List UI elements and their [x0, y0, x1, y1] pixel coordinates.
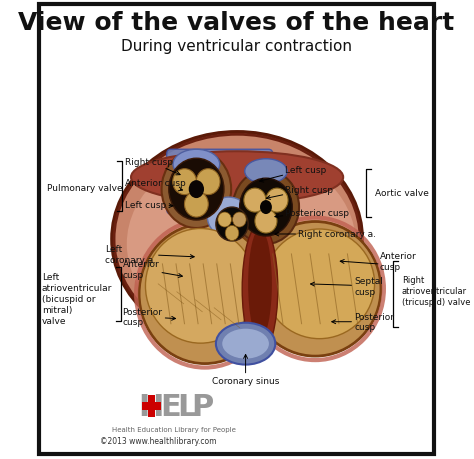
Ellipse shape: [266, 189, 288, 213]
Ellipse shape: [189, 181, 204, 199]
Ellipse shape: [245, 159, 287, 184]
Ellipse shape: [248, 230, 272, 339]
Text: Left
coronary a.: Left coronary a.: [105, 245, 194, 264]
Ellipse shape: [127, 150, 356, 339]
Ellipse shape: [240, 179, 292, 236]
Text: Right cusp: Right cusp: [266, 185, 334, 200]
Ellipse shape: [204, 194, 260, 246]
Text: Left
atrioventricular
(bicuspid or
mitral)
valve: Left atrioventricular (bicuspid or mitra…: [42, 273, 112, 326]
Text: Posterior
cusp: Posterior cusp: [123, 308, 175, 327]
Ellipse shape: [146, 229, 256, 343]
Ellipse shape: [216, 207, 248, 241]
Text: Anterior
cusp: Anterior cusp: [123, 260, 182, 279]
Bar: [142, 403, 161, 410]
Text: Aortic valve: Aortic valve: [374, 188, 428, 197]
Text: Anterior cusp: Anterior cusp: [125, 178, 186, 191]
Text: L: L: [177, 392, 197, 421]
Text: Right
atrioventricular
(tricuspid) valve: Right atrioventricular (tricuspid) valve: [402, 275, 470, 307]
Ellipse shape: [196, 169, 220, 195]
FancyBboxPatch shape: [167, 150, 273, 214]
Ellipse shape: [255, 210, 277, 234]
Text: Posterior
cusp: Posterior cusp: [332, 312, 394, 332]
Text: Right coronary a.: Right coronary a.: [275, 230, 376, 239]
Text: Left cusp: Left cusp: [259, 165, 327, 183]
Ellipse shape: [260, 201, 272, 214]
Text: Pulmonary valve: Pulmonary valve: [47, 183, 123, 192]
Ellipse shape: [216, 323, 275, 365]
Ellipse shape: [233, 213, 246, 228]
Ellipse shape: [173, 150, 220, 180]
Text: P: P: [191, 392, 213, 421]
Text: Left cusp: Left cusp: [125, 200, 173, 209]
Ellipse shape: [264, 230, 374, 339]
Ellipse shape: [169, 159, 224, 220]
Ellipse shape: [184, 192, 208, 218]
Text: View of the valves of the heart: View of the valves of the heart: [18, 11, 455, 34]
Text: Posterior cusp: Posterior cusp: [275, 208, 349, 218]
Text: E: E: [161, 392, 181, 421]
Text: ©2013 www.healthlibrary.com: ©2013 www.healthlibrary.com: [100, 437, 217, 445]
Text: Anterior
cusp: Anterior cusp: [380, 252, 416, 271]
Ellipse shape: [139, 224, 271, 364]
Ellipse shape: [208, 198, 250, 237]
Text: Septal
cusp: Septal cusp: [310, 276, 383, 296]
Ellipse shape: [233, 171, 299, 245]
Text: During ventricular contraction: During ventricular contraction: [121, 39, 352, 53]
Ellipse shape: [114, 135, 360, 344]
Text: Health Education Library for People: Health Education Library for People: [111, 426, 236, 432]
Text: H: H: [139, 392, 164, 421]
Ellipse shape: [218, 213, 231, 228]
Ellipse shape: [242, 224, 278, 354]
Ellipse shape: [173, 169, 197, 195]
Text: Right cusp: Right cusp: [125, 157, 180, 175]
Ellipse shape: [131, 152, 343, 204]
Ellipse shape: [162, 151, 231, 229]
Text: Coronary sinus: Coronary sinus: [212, 355, 279, 385]
Ellipse shape: [249, 222, 381, 356]
Ellipse shape: [244, 189, 266, 213]
Bar: [148, 396, 155, 418]
Ellipse shape: [225, 226, 239, 241]
Ellipse shape: [222, 329, 269, 359]
